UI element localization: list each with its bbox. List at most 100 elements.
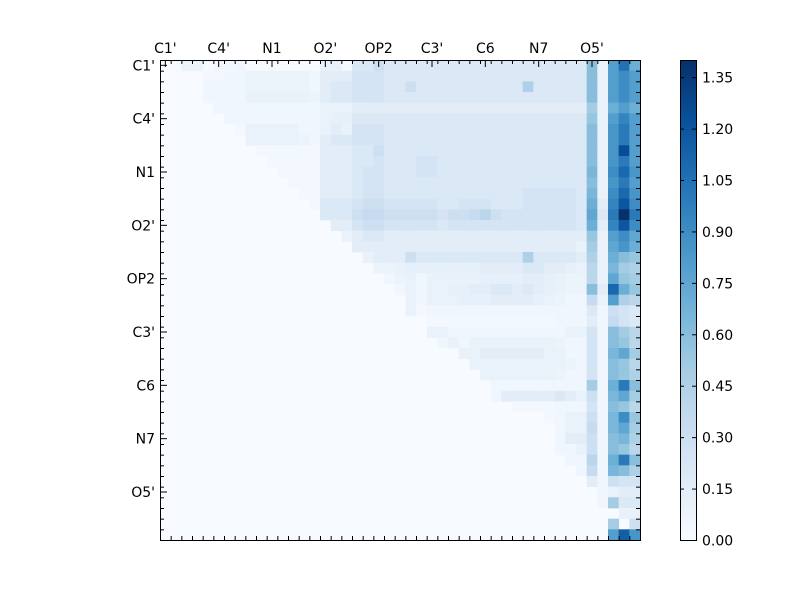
heatmap-cell [352, 113, 364, 125]
heatmap-cell [618, 412, 630, 424]
heatmap-cell [608, 145, 620, 157]
heatmap-cell [629, 198, 641, 210]
heatmap-cell [544, 198, 556, 210]
heatmap-cell [565, 284, 577, 296]
heatmap-cell [522, 188, 534, 200]
heatmap-cell [256, 70, 268, 82]
heatmap-cell [330, 70, 342, 82]
heatmap-cell [544, 166, 556, 178]
heatmap-cell [426, 124, 438, 136]
heatmap-cell [501, 369, 513, 381]
heatmap-cell [565, 198, 577, 210]
heatmap-cell [490, 241, 502, 253]
heatmap-cell [384, 230, 396, 242]
heatmap-cell [437, 294, 449, 306]
heatmap-cell [469, 92, 481, 104]
heatmap-cell [512, 198, 524, 210]
heatmap-cell [597, 422, 609, 434]
heatmap-cell [512, 177, 524, 189]
heatmap-cell [490, 177, 502, 189]
heatmap-cell [458, 177, 470, 189]
heatmap-cell [522, 92, 534, 104]
heatmap-cell [586, 81, 598, 93]
heatmap-cell [533, 156, 545, 168]
heatmap-cell [565, 124, 577, 136]
heatmap-cell [565, 380, 577, 392]
heatmap-cell [394, 177, 406, 189]
heatmap-cell [618, 262, 630, 274]
heatmap-cell [565, 252, 577, 264]
heatmap-cell [501, 241, 513, 253]
heatmap-cell [597, 273, 609, 285]
heatmap-cell [288, 145, 300, 157]
heatmap-cell [554, 326, 566, 338]
heatmap-cell [405, 252, 417, 264]
heatmap-cell [608, 380, 620, 392]
heatmap-cell [277, 81, 289, 93]
heatmap-cell [629, 305, 641, 317]
heatmap-cell [522, 326, 534, 338]
heatmap-cell [554, 358, 566, 370]
heatmap-cell [437, 113, 449, 125]
heatmap-cell [352, 134, 364, 146]
heatmap-cell [533, 134, 545, 146]
heatmap-cell [522, 390, 534, 402]
heatmap-cell [330, 134, 342, 146]
heatmap-cell [469, 262, 481, 274]
heatmap-cell [469, 81, 481, 93]
heatmap-cell [458, 102, 470, 114]
heatmap-cell [576, 433, 588, 445]
heatmap-cell [426, 113, 438, 125]
heatmap-cell [490, 134, 502, 146]
heatmap-cell [554, 92, 566, 104]
heatmap-cell [394, 230, 406, 242]
heatmap-cell [234, 102, 246, 114]
heatmap-cell [608, 305, 620, 317]
heatmap-cell [554, 252, 566, 264]
heatmap-cell [597, 70, 609, 82]
heatmap-cell [618, 316, 630, 328]
heatmap-cell [288, 156, 300, 168]
heatmap-cells [160, 60, 641, 541]
heatmap-cell [288, 124, 300, 136]
heatmap-cell [405, 166, 417, 178]
heatmap-cell [192, 60, 204, 72]
heatmap-cell [416, 284, 428, 296]
heatmap-cell [608, 113, 620, 125]
heatmap-cell [544, 102, 556, 114]
heatmap-cell [533, 369, 545, 381]
heatmap-cell [469, 326, 481, 338]
heatmap-cell [501, 230, 513, 242]
heatmap-cell [341, 230, 353, 242]
heatmap-cell [544, 124, 556, 136]
heatmap-cell [394, 252, 406, 264]
heatmap-cell [565, 444, 577, 456]
heatmap-cell [448, 326, 460, 338]
heatmap-cell [554, 145, 566, 157]
heatmap-cell [458, 60, 470, 72]
heatmap-cell [384, 252, 396, 264]
heatmap-cell [362, 156, 374, 168]
heatmap-cell [480, 284, 492, 296]
heatmap-cell [618, 134, 630, 146]
heatmap-cell [245, 70, 257, 82]
heatmap-cell [373, 113, 385, 125]
heatmap-cell [565, 412, 577, 424]
heatmap-cell [352, 177, 364, 189]
heatmap-cell [512, 230, 524, 242]
heatmap-cell [416, 92, 428, 104]
heatmap-cell [405, 209, 417, 221]
heatmap-cell [373, 81, 385, 93]
heatmap-cell [565, 454, 577, 466]
heatmap-cell [544, 188, 556, 200]
heatmap-cell [608, 81, 620, 93]
heatmap-cell [352, 92, 364, 104]
heatmap-cell [394, 134, 406, 146]
heatmap-cell [501, 113, 513, 125]
heatmap-cell [586, 444, 598, 456]
heatmap-cell [533, 81, 545, 93]
heatmap-cell [597, 465, 609, 477]
heatmap-cell [608, 70, 620, 82]
heatmap-cell [533, 166, 545, 178]
heatmap-cell [490, 305, 502, 317]
